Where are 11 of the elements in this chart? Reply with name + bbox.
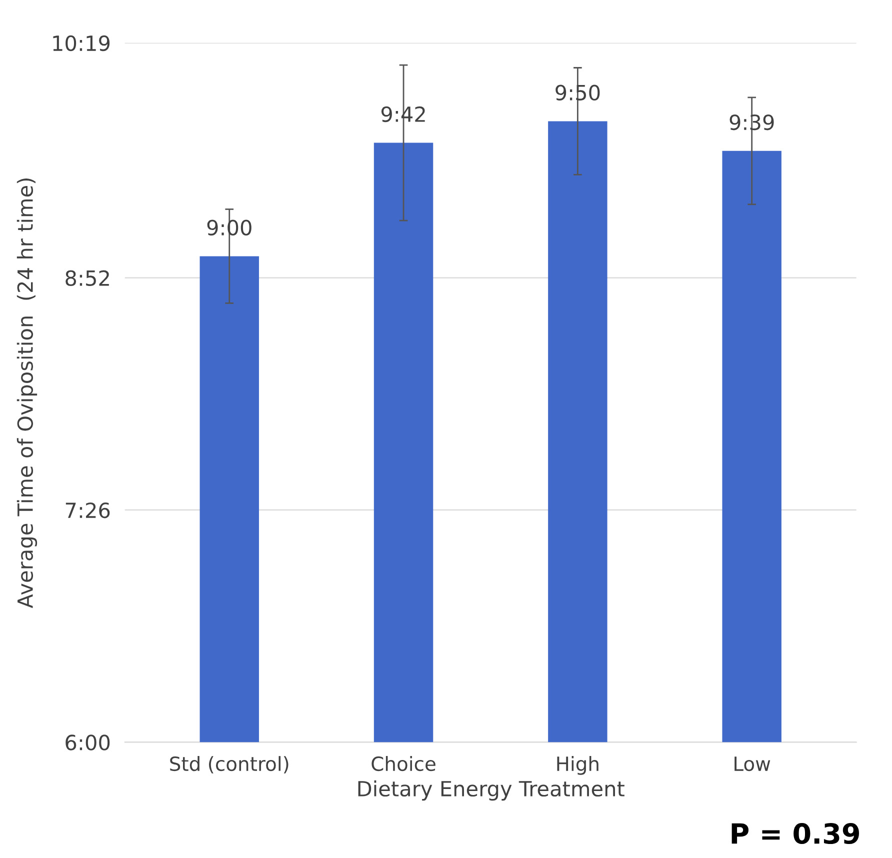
text: P = 0.39 [732, 823, 860, 844]
y-axis-title: Average Time of Oviposition (24 hr time) [16, 178, 38, 608]
y-tick-label: 7:26 [66, 502, 110, 518]
y-tick-label: 10:19 [53, 35, 110, 52]
x-tick-label: Std (control) [170, 756, 288, 774]
x-tick-label: High [557, 756, 598, 775]
x-tick-label: Low [734, 756, 770, 772]
x-axis-title: Dietary Energy Treatment [358, 780, 624, 801]
y-tick-label: 6:00 [66, 734, 110, 750]
y-tick-label: 8:52 [66, 270, 109, 286]
x-tick-label: Choice [372, 756, 436, 772]
